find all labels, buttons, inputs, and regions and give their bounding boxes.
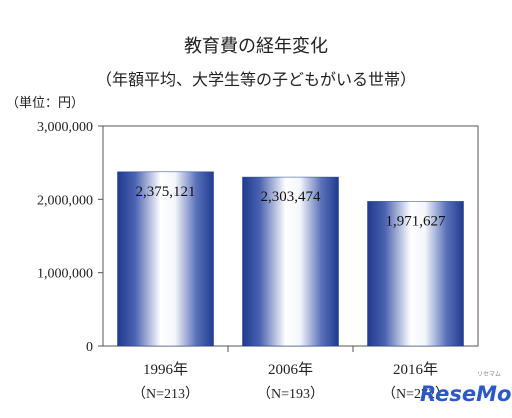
watermark-logo: ReseMom: [420, 382, 512, 406]
x-category-sublabel: （N=193）: [257, 386, 324, 402]
x-category-label: 1996年: [143, 361, 188, 378]
bar-1: [117, 171, 214, 347]
x-category-sublabel: （N=272）: [382, 386, 449, 402]
y-tick-label: 0: [86, 340, 93, 355]
watermark-small: リセマム: [477, 371, 501, 378]
x-category-sublabel: （N=213）: [132, 386, 199, 402]
chart-subtitle: （年額平均、大学生等の子どもがいる世帯）: [96, 70, 416, 89]
bar-3: [367, 201, 464, 347]
y-tick-label: 3,000,000: [37, 120, 93, 135]
x-axis: 1996年 （N=213） 2006年 （N=193） 2016年 （N=272）: [132, 346, 449, 402]
bar-value-label: 2,303,474: [261, 189, 322, 205]
y-tick-label: 1,000,000: [37, 267, 93, 282]
bar-value-label: 1,971,627: [386, 213, 447, 229]
bar-value-label: 2,375,121: [136, 184, 196, 200]
x-category-label: 2006年: [268, 361, 313, 378]
unit-label: （単位：円）: [6, 95, 84, 111]
chart-title: 教育費の経年変化: [184, 36, 328, 57]
y-axis: 0 1,000,000 2,000,000 3,000,000: [37, 120, 103, 355]
y-tick-label: 2,000,000: [37, 193, 93, 208]
bar-2: [242, 176, 339, 347]
bars-group: 2,375,121 2,303,474 1,971,627: [117, 171, 464, 347]
x-category-label: 2016年: [393, 361, 438, 378]
